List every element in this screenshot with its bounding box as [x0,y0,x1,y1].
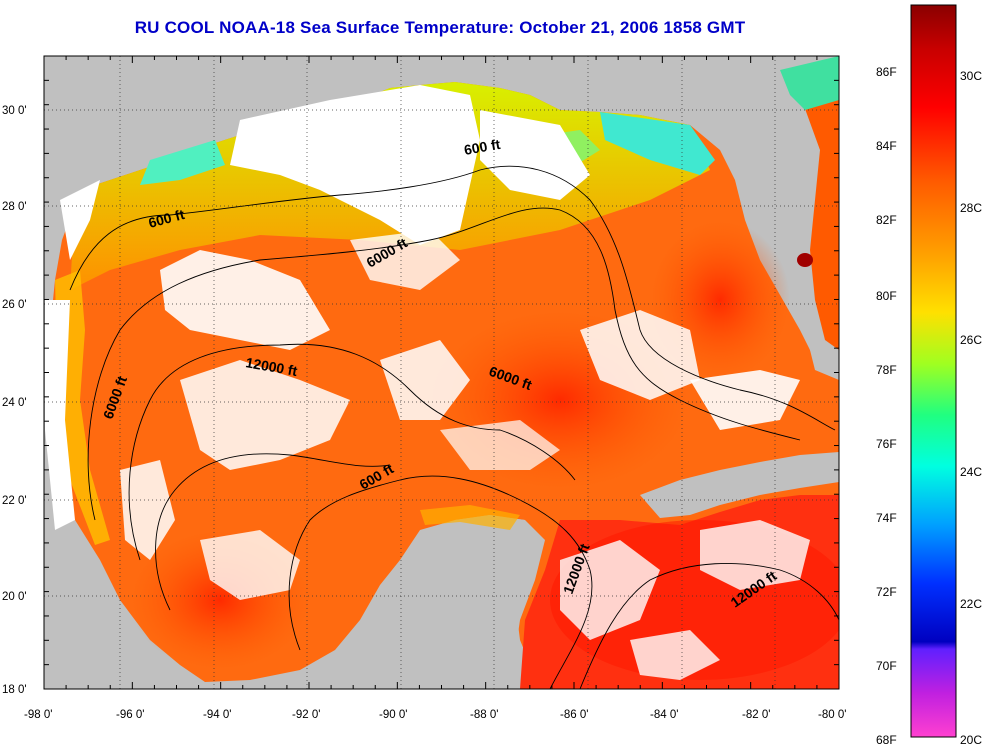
colorbar-c-label: 22C [960,597,982,611]
colorbar-f-label: 72F [876,585,897,599]
lon-label: -84 0' [650,709,678,721]
colorbar-f-label: 86F [876,65,897,79]
colorbar-f-label: 68F [876,733,897,747]
graticule [44,56,839,689]
lat-label: 28 0' [2,201,27,213]
yucatan-shelf-band [420,505,520,530]
colorbar-f-label: 80F [876,289,897,303]
cloud-mask [45,85,810,680]
colorbar: 86F 84F 82F 80F 78F 76F 74F 72F 70F 68F … [876,4,982,747]
colorbar-f-label: 70F [876,659,897,673]
coastal-cool-1 [140,140,225,185]
lat-label: 22 0' [2,495,27,507]
lon-label: -82 0' [742,709,770,721]
lat-label: 26 0' [2,299,27,311]
lon-label: -90 0' [379,709,407,721]
latitude-labels: 30 0' 28 0' 26 0' 24 0' 22 0' 20 0' 18 0… [2,105,27,696]
atlantic-water [800,70,839,350]
lon-label: -98 0' [24,709,52,721]
colorbar-f-labels: 86F 84F 82F 80F 78F 76F 74F 72F 70F 68F [876,65,897,747]
coastal-cool-2 [600,112,715,175]
lat-label: 18 0' [2,684,27,696]
contour-label: 600 ft [463,136,502,158]
map-area [44,56,839,689]
colorbar-c-label: 26C [960,333,982,347]
colorbar-f-label: 84F [876,139,897,153]
florida-land [690,80,839,370]
lon-label: -96 0' [116,709,144,721]
lon-label: -86 0' [560,709,588,721]
longitude-labels: -98 0' -96 0' -94 0' -92 0' -90 0' -88 0… [24,709,846,721]
colorbar-f-label: 76F [876,437,897,451]
lon-label: -88 0' [470,709,498,721]
yucatan-land [330,515,545,689]
west-coastal-band [55,270,110,545]
colorbar-c-label: 30C [960,69,982,83]
atlantic-cool [780,56,839,110]
lon-label: -80 0' [818,709,846,721]
lon-label: -94 0' [203,709,231,721]
tick-marks [43,55,840,690]
lat-label: 20 0' [2,591,27,603]
lat-label: 24 0' [2,397,27,409]
bathymetry-contours [69,165,839,689]
lake-okeechobee [797,253,813,267]
lon-label: -92 0' [292,709,320,721]
map-title: RU COOL NOAA-18 Sea Surface Temperature:… [134,18,746,37]
colorbar-f-label: 78F [876,363,897,377]
colorbar-c-label: 24C [960,465,982,479]
colorbar-c-label: 28C [960,201,982,215]
colorbar-gradient [910,4,957,738]
colorbar-c-labels: 30C 28C 26C 24C 22C 20C [960,69,982,747]
colorbar-c-label: 20C [960,733,982,747]
cuba-land [640,452,839,518]
colorbar-f-label: 82F [876,213,897,227]
colorbar-f-label: 74F [876,511,897,525]
lat-label: 30 0' [2,105,27,117]
